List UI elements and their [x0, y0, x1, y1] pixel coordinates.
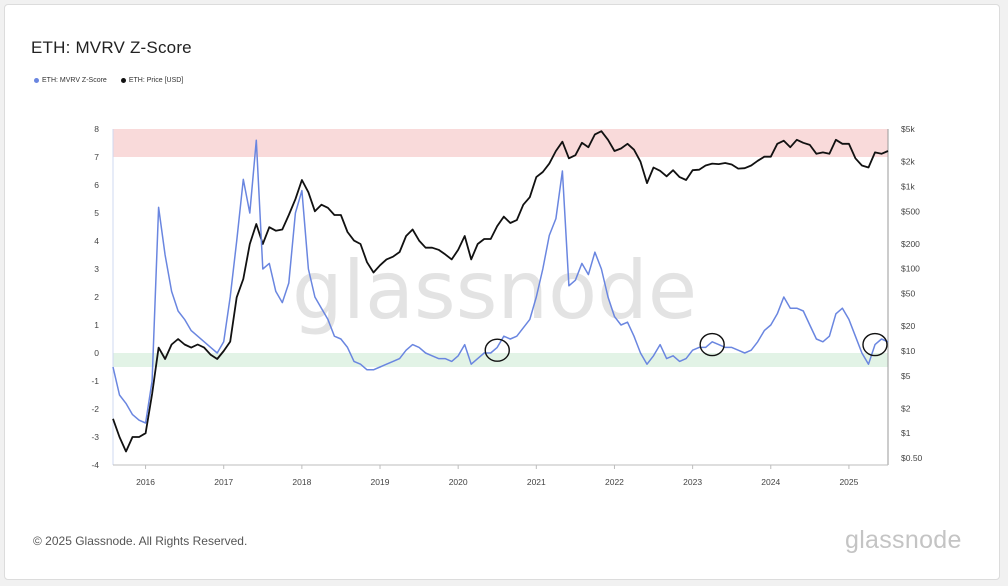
y-right-tick-label: $1k: [901, 181, 915, 191]
series-line-zscore: [112, 139, 889, 424]
legend-item-zscore[interactable]: ETH: MVRV Z-Score: [34, 77, 107, 84]
watermark: glassnode: [292, 244, 697, 337]
y-right-tick-label: $5k: [901, 124, 915, 134]
legend-dot-zscore: [34, 78, 39, 83]
y-tick-label: -1: [91, 376, 99, 386]
series-line-price: [112, 130, 889, 453]
legend-dot-price: [120, 78, 126, 83]
y-tick-label: 7: [94, 152, 99, 162]
y-right-tick-label: $5: [901, 371, 911, 381]
y-tick-label: 4: [94, 236, 99, 246]
y-right-tick-label: $200: [901, 239, 920, 249]
zone-band-0: [113, 129, 888, 157]
legend-label-price: ETH: Price [USD]: [128, 77, 184, 84]
y-tick-label: 3: [94, 264, 99, 274]
y-right-tick-label: $2k: [901, 157, 915, 167]
highlight-circle-2: [862, 332, 888, 357]
x-tick-label: 2016: [136, 477, 155, 487]
x-tick-label: 2019: [371, 477, 390, 487]
y-tick-label: 2: [94, 292, 99, 302]
x-tick-label: 2025: [839, 477, 858, 487]
highlight-circle-0: [484, 338, 510, 362]
y-right-tick-label: $500: [901, 206, 920, 216]
y-right-tick-label: $0.50: [901, 453, 923, 463]
y-tick-label: -3: [91, 432, 99, 442]
y-tick-label: 5: [94, 208, 99, 218]
footer-logo: glassnode: [845, 526, 962, 554]
x-tick-label: 2017: [214, 477, 233, 487]
x-tick-label: 2020: [449, 477, 468, 487]
chart-title: ETH: MVRV Z-Score: [31, 38, 192, 57]
y-tick-label: -4: [91, 460, 99, 470]
chart-card: [4, 4, 1000, 580]
y-right-tick-label: $100: [901, 264, 920, 274]
legend-label-zscore: ETH: MVRV Z-Score: [42, 77, 107, 84]
footer-copyright: © 2025 Glassnode. All Rights Reserved.: [33, 534, 248, 548]
y-right-tick-label: $1: [901, 428, 911, 438]
x-tick-label: 2023: [683, 477, 702, 487]
x-tick-label: 2018: [292, 477, 311, 487]
zone-band-1: [113, 353, 888, 367]
x-tick-label: 2024: [761, 477, 780, 487]
y-tick-label: 6: [94, 180, 99, 190]
y-right-tick-label: $2: [901, 403, 911, 413]
legend-item-price[interactable]: ETH: Price [USD]: [120, 77, 184, 84]
highlight-circle-1: [699, 332, 725, 357]
x-tick-label: 2022: [605, 477, 624, 487]
y-right-tick-label: $20: [901, 321, 915, 331]
y-tick-label: -2: [91, 404, 99, 414]
y-right-tick-label: $10: [901, 346, 915, 356]
chart-legend: ETH: MVRV Z-Score ETH: Price [USD]: [34, 77, 197, 84]
y-tick-label: 0: [94, 348, 99, 358]
y-right-tick-label: $50: [901, 289, 915, 299]
y-tick-label: 8: [94, 124, 99, 134]
y-tick-label: 1: [94, 320, 99, 330]
x-tick-label: 2021: [527, 477, 546, 487]
